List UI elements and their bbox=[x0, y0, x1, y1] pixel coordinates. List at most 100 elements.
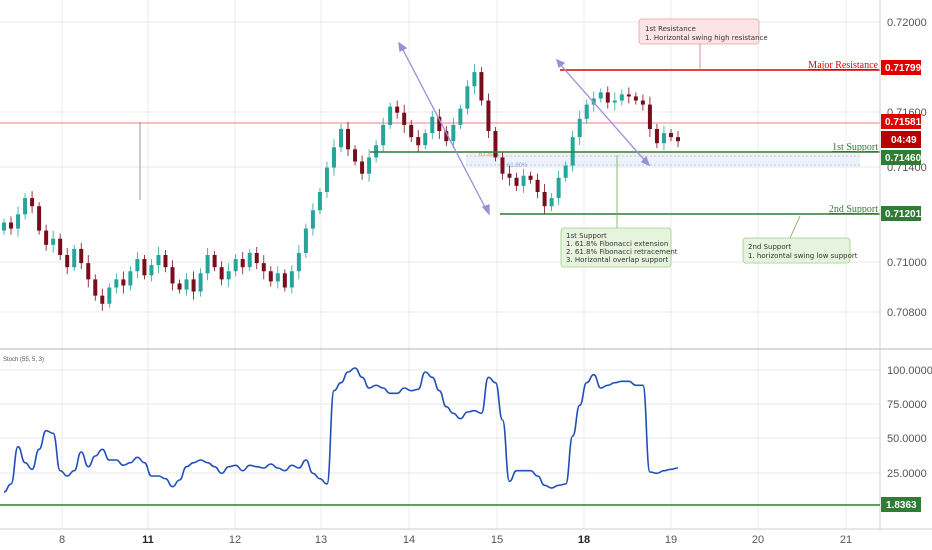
major-resistance-badge: 0.71799 bbox=[881, 60, 922, 75]
first-support-callout-line: 2. 61.8% Fibonacci retracement bbox=[566, 248, 678, 256]
stochastic-tick-label: 25.0000 bbox=[887, 468, 927, 480]
candle-body bbox=[107, 287, 112, 304]
candle-body bbox=[79, 248, 84, 264]
resistance-callout[interactable]: 1st Resistance 1. Horizontal swing high … bbox=[638, 18, 768, 45]
candle-body bbox=[437, 116, 442, 132]
x-tick-label: 15 bbox=[491, 534, 503, 546]
y-tick-label: 0.72000 bbox=[887, 17, 927, 29]
x-tick-label: 20 bbox=[752, 534, 764, 546]
candle-body bbox=[521, 175, 526, 186]
candle-body bbox=[177, 283, 182, 290]
x-tick-label: 18 bbox=[578, 534, 590, 546]
candle-body bbox=[486, 100, 491, 132]
candle-body bbox=[514, 177, 519, 186]
candle-body bbox=[317, 191, 322, 211]
stochastic-line bbox=[3, 367, 679, 493]
second-support-callout-title: 2nd Support bbox=[748, 243, 791, 251]
candle-body bbox=[37, 206, 42, 231]
candle-body bbox=[577, 118, 582, 138]
candle-body bbox=[626, 94, 631, 97]
time-axis[interactable]: 8 11 12 13 14 15 18 19 20 21 bbox=[59, 534, 852, 546]
resistance-callout-title: 1st Resistance bbox=[645, 25, 696, 33]
first-support-callout[interactable]: 1st Support 1. 61.8% Fibonacci extension… bbox=[560, 227, 678, 268]
y-tick-label: 0.70800 bbox=[887, 307, 927, 319]
candle-body bbox=[226, 271, 231, 280]
candle-body bbox=[9, 222, 14, 229]
first-support-value: 0.71460 bbox=[885, 153, 922, 164]
resistance-callout-line: 1. Horizontal swing high resistance bbox=[645, 34, 768, 42]
candle-body bbox=[275, 273, 280, 282]
x-tick-label: 21 bbox=[840, 534, 852, 546]
candle-body bbox=[289, 271, 294, 288]
grid bbox=[0, 0, 880, 529]
candle-body bbox=[23, 198, 28, 215]
candles bbox=[2, 64, 680, 311]
candle-body bbox=[191, 279, 196, 292]
callout-connector bbox=[789, 215, 801, 239]
candle-body bbox=[367, 157, 372, 174]
candle-body bbox=[619, 94, 624, 101]
candle-body bbox=[493, 131, 498, 158]
candle-body bbox=[205, 254, 210, 274]
current-price-value: 0.71581 bbox=[885, 117, 922, 128]
candle-body bbox=[542, 191, 547, 207]
candle-body bbox=[212, 254, 217, 268]
y-tick-label: 0.71000 bbox=[887, 257, 927, 269]
candle-body bbox=[612, 100, 617, 103]
stochastic-axis[interactable]: 100.0000 75.0000 50.0000 25.0000 bbox=[887, 365, 932, 480]
candle-body bbox=[451, 124, 456, 142]
candle-body bbox=[44, 230, 49, 245]
bar-countdown: 04:49 bbox=[891, 135, 917, 146]
candle-body bbox=[16, 214, 21, 229]
candle-body bbox=[500, 157, 505, 174]
fib-label: 61.80% bbox=[479, 152, 500, 158]
candle-body bbox=[233, 259, 238, 272]
fib-label: 61.80% bbox=[507, 163, 528, 169]
candle-body bbox=[563, 165, 568, 178]
candle-body bbox=[346, 128, 351, 150]
candle-body bbox=[423, 133, 428, 146]
stochastic-marker-value: 1.8363 bbox=[886, 500, 917, 511]
candle-body bbox=[535, 179, 540, 192]
candle-body bbox=[58, 238, 63, 255]
candle-body bbox=[121, 279, 126, 286]
price-pane[interactable]: 61.80% 61.80% Major Resistance 1st Suppo… bbox=[0, 18, 880, 311]
stochastic-marker-badge: 1.8363 bbox=[881, 497, 921, 512]
candle-body bbox=[556, 177, 561, 199]
x-tick-label: 13 bbox=[315, 534, 327, 546]
first-support-callout-title: 1st Support bbox=[566, 232, 607, 240]
candle-body bbox=[409, 124, 414, 138]
x-tick-label: 14 bbox=[403, 534, 415, 546]
major-resistance-label: Major Resistance bbox=[808, 60, 878, 71]
candle-body bbox=[633, 96, 638, 101]
candle-body bbox=[163, 254, 168, 268]
candle-body bbox=[296, 252, 301, 272]
stochastic-pane[interactable]: Stoch (55, 5, 3) bbox=[0, 357, 880, 506]
candle-body bbox=[430, 116, 435, 134]
trend-arrows bbox=[398, 41, 651, 216]
candle-body bbox=[128, 271, 133, 286]
candle-body bbox=[661, 133, 666, 144]
fib-zone bbox=[466, 153, 860, 167]
candle-body bbox=[458, 108, 463, 125]
second-support-callout[interactable]: 2nd Support 1. horizontal swing low supp… bbox=[742, 237, 858, 264]
candle-body bbox=[30, 198, 35, 207]
candle-body bbox=[465, 86, 470, 109]
candle-body bbox=[654, 128, 659, 144]
candle-body bbox=[647, 104, 652, 129]
candle-body bbox=[331, 147, 336, 168]
x-tick-label: 12 bbox=[229, 534, 241, 546]
candle-body bbox=[93, 279, 98, 296]
stochastic-tick-label: 100.0000 bbox=[887, 365, 932, 377]
candle-body bbox=[254, 252, 259, 264]
candle-body bbox=[549, 198, 554, 207]
candle-body bbox=[676, 137, 680, 142]
candle-body bbox=[444, 131, 449, 142]
current-price-badge: 0.71581 04:49 bbox=[881, 114, 922, 148]
candle-body bbox=[339, 128, 343, 148]
second-support-badge: 0.71201 bbox=[881, 206, 922, 221]
candle-body bbox=[310, 210, 315, 229]
first-support-label: 1st Support bbox=[832, 142, 878, 153]
candle-body bbox=[219, 267, 224, 280]
